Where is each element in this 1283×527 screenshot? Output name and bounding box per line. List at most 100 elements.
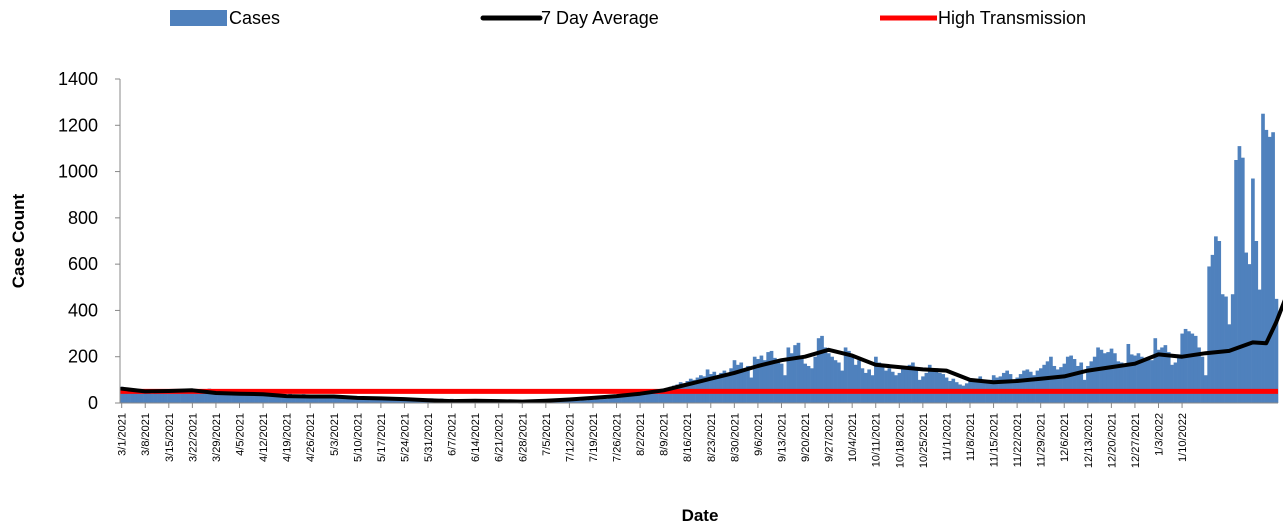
bar-cases <box>227 393 232 403</box>
y-tick-label: 200 <box>68 347 98 367</box>
bar-cases <box>880 364 885 403</box>
y-tick-label: 0 <box>88 393 98 413</box>
bar-cases <box>655 390 659 403</box>
x-tick-label: 7/12/2021 <box>564 413 576 462</box>
bar-cases <box>604 398 609 403</box>
x-tick-label: 5/10/2021 <box>352 413 364 462</box>
bar-cases <box>1220 294 1225 403</box>
bar-cases <box>938 372 942 403</box>
legend: Cases 7 Day Average High Transmission <box>170 8 1086 28</box>
bar-cases <box>348 396 353 403</box>
x-tick-label: 3/8/2021 <box>140 413 152 456</box>
bar-cases <box>1251 178 1255 403</box>
series-lines <box>119 299 1283 404</box>
bar-cases <box>1193 335 1198 403</box>
bar-cases <box>837 362 841 403</box>
x-tick-label: 1/10/2022 <box>1177 413 1189 462</box>
bar-cases <box>796 342 801 403</box>
bar-cases <box>271 394 276 403</box>
bar-cases <box>355 397 360 403</box>
bar-cases <box>554 401 558 403</box>
x-tick-label: 3/15/2021 <box>164 413 176 462</box>
bar-cases <box>120 386 124 403</box>
bar-cases <box>816 338 821 403</box>
bar-cases <box>187 389 191 403</box>
bar-cases <box>362 397 367 403</box>
bar-cases <box>732 360 737 403</box>
bar-cases <box>853 364 858 403</box>
bar-cases <box>258 394 262 403</box>
bar-cases <box>1126 343 1131 403</box>
bar-cases <box>1113 353 1117 403</box>
bar-cases <box>574 400 579 403</box>
x-tick-label: 10/11/2021 <box>871 413 883 467</box>
bar-cases <box>746 365 750 403</box>
bar-cases <box>729 368 733 403</box>
bar-cases <box>884 370 888 403</box>
bar-cases <box>200 391 205 403</box>
bar-cases <box>762 360 767 403</box>
bar-cases <box>372 398 377 403</box>
bar-cases <box>369 397 373 403</box>
x-tick-label: 10/4/2021 <box>847 413 859 462</box>
legend-swatch-cases <box>170 10 227 26</box>
bar-cases <box>1092 356 1097 403</box>
x-tick-label: 9/6/2021 <box>753 413 765 456</box>
bar-cases <box>194 389 198 403</box>
x-tick-label: 7/26/2021 <box>612 413 624 462</box>
bar-cases <box>803 363 808 403</box>
bar-cases <box>264 393 269 403</box>
bar-cases <box>1153 338 1158 403</box>
bar-cases <box>874 356 878 403</box>
bar-cases <box>587 399 592 403</box>
y-axis-ticks: 0 200 400 600 800 1000 1200 1400 <box>58 69 120 413</box>
bar-cases <box>847 350 851 403</box>
y-tick-label: 1400 <box>58 69 98 89</box>
bar-cases <box>598 399 602 403</box>
bar-cases <box>204 390 208 403</box>
bar-cases <box>1257 289 1262 403</box>
bar-cases <box>776 361 781 403</box>
bar-cases <box>1254 241 1259 403</box>
bar-cases <box>177 389 181 403</box>
bar-cases <box>739 362 744 403</box>
bar-cases <box>173 390 178 403</box>
x-tick-label: 7/19/2021 <box>588 413 600 462</box>
y-axis-title: Case Count <box>9 193 28 288</box>
bar-cases <box>1086 365 1090 403</box>
bar-cases <box>345 396 350 403</box>
bar-cases <box>237 393 242 403</box>
bar-cases <box>1197 347 1201 403</box>
x-tick-label: 8/2/2021 <box>635 413 647 456</box>
x-axis-ticks: 3/1/2021 3/8/2021 3/15/2021 3/22/2021 3/29/2… <box>117 403 1189 468</box>
bar-cases <box>1160 347 1164 403</box>
bar-cases <box>931 370 935 403</box>
bar-cases <box>941 374 946 403</box>
bar-cases <box>591 399 595 403</box>
bar-cases <box>709 374 713 403</box>
bar-cases <box>328 396 333 403</box>
bar-cases <box>342 397 346 403</box>
bar-cases <box>712 371 717 403</box>
bar-cases <box>860 368 865 403</box>
bar-cases <box>1240 157 1245 403</box>
bar-cases <box>146 392 151 403</box>
bar-cases <box>1028 371 1033 403</box>
bar-cases <box>207 388 212 403</box>
bar-cases <box>1177 354 1181 403</box>
bar-cases <box>742 370 747 403</box>
x-tick-label: 5/31/2021 <box>423 413 435 462</box>
bar-cases <box>789 353 794 403</box>
bar-cases <box>1079 362 1084 403</box>
bar-cases <box>887 368 892 403</box>
bar-cases <box>904 365 909 403</box>
bar-cases <box>651 390 656 403</box>
bar-cases <box>719 372 723 403</box>
bar-cases <box>1217 241 1222 403</box>
bar-cases <box>584 400 589 403</box>
cases-bars <box>120 113 1279 403</box>
x-tick-label: 12/6/2021 <box>1059 413 1071 462</box>
x-tick-label: 6/21/2021 <box>494 413 506 462</box>
bar-cases <box>244 393 249 403</box>
bar-cases <box>1146 357 1151 403</box>
